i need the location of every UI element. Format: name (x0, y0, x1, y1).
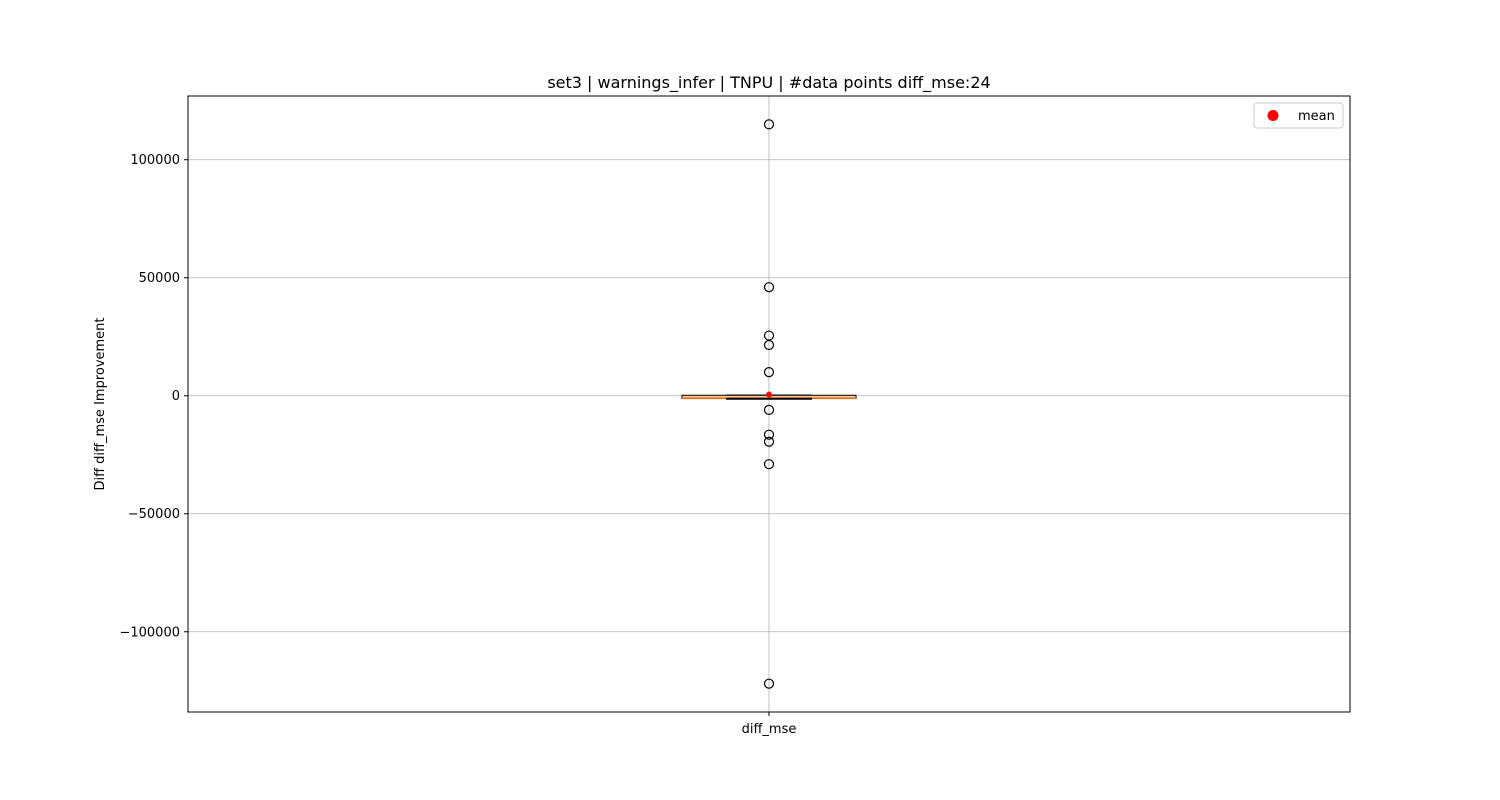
y-tick-label: −100000 (119, 625, 180, 640)
y-tick-label: 100000 (130, 153, 180, 168)
y-axis-label: Diff diff_mse Improvement (93, 317, 108, 490)
outlier-point (763, 459, 775, 470)
chart-title: set3 | warnings_infer | TNPU | #data poi… (547, 73, 990, 93)
y-axis: 100000 50000 0 −50000 −100000 (119, 153, 188, 640)
y-tick-label: 50000 (139, 271, 180, 286)
y-tick-label: −50000 (128, 507, 180, 522)
x-tick-label: diff_mse (742, 722, 797, 737)
legend-frame (1253, 102, 1344, 129)
outlier-point (763, 678, 775, 689)
outlier-point (763, 282, 775, 293)
y-tick-label: 0 (172, 389, 180, 404)
legend-mean-marker (1267, 110, 1279, 121)
outlier-point (763, 404, 775, 416)
grid-lines (188, 96, 1350, 712)
legend: mean (1253, 102, 1344, 129)
outlier-point (763, 436, 775, 447)
plot-area (681, 119, 857, 689)
outlier-point (763, 339, 775, 351)
x-axis: diff_mse (742, 712, 797, 737)
outlier-point (763, 429, 775, 440)
legend-mean-label: mean (1298, 109, 1335, 124)
outlier-point (763, 367, 775, 378)
mean-point (766, 391, 772, 398)
outlier-point (763, 119, 775, 130)
